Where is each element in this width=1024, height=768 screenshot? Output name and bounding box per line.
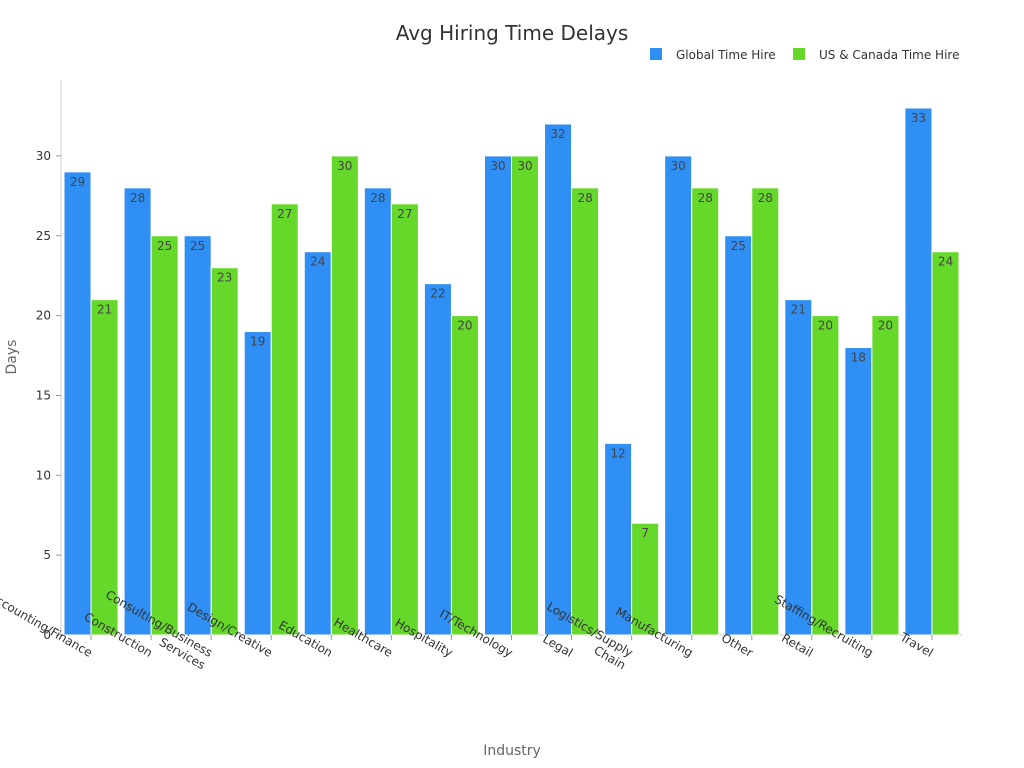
data-label-global: 30 (490, 159, 505, 173)
data-label-us-canada: 30 (517, 159, 532, 173)
bar-global (544, 123, 573, 636)
data-label-global: 18 (851, 351, 866, 365)
bar-us-canada (270, 203, 299, 636)
bar-us-canada (390, 203, 419, 636)
data-label-global: 22 (430, 287, 445, 301)
data-label-us-canada: 21 (97, 303, 112, 317)
data-label-us-canada: 20 (457, 319, 472, 333)
legend-label-us-canada: US & Canada Time Hire (819, 48, 959, 62)
y-tick-label: 25 (36, 229, 51, 243)
legend: Global Time Hire US & Canada Time Hire (650, 48, 959, 62)
bar-us-canada (150, 235, 179, 636)
data-label-global: 12 (610, 446, 625, 460)
chart-title: Avg Hiring Time Delays (396, 21, 629, 45)
legend-swatch-us-canada (793, 48, 805, 60)
x-axis-title: Industry (483, 743, 541, 759)
data-label-us-canada: 20 (818, 319, 833, 333)
data-label-global: 30 (671, 159, 686, 173)
data-label-global: 19 (250, 335, 265, 349)
data-label-us-canada: 23 (217, 271, 232, 285)
bar-global (784, 299, 813, 636)
bar-global (363, 187, 392, 636)
bar-us-canada (511, 155, 540, 636)
bar-us-canada (631, 522, 660, 636)
bar-global (604, 442, 633, 636)
bar-global (303, 251, 332, 636)
plot-area: 0510152025302921Accounting/Finance2825Co… (0, 80, 962, 672)
x-tick-label-line: Legal (540, 632, 575, 660)
legend-label-global: Global Time Hire (676, 48, 776, 62)
data-label-global: 24 (310, 255, 325, 269)
data-label-us-canada: 28 (758, 191, 773, 205)
data-label-us-canada: 20 (878, 319, 893, 333)
y-tick-label: 15 (36, 388, 51, 402)
bar-us-canada (90, 299, 119, 636)
data-label-us-canada: 27 (397, 207, 412, 221)
y-tick-label: 0 (43, 628, 51, 642)
bar-global (724, 235, 753, 636)
data-label-global: 28 (130, 191, 145, 205)
data-label-us-canada: 30 (337, 159, 352, 173)
data-label-global: 25 (190, 239, 205, 253)
x-tick-label: Legal (540, 632, 575, 660)
bar-us-canada (751, 187, 780, 636)
y-tick-label: 10 (36, 468, 51, 482)
data-label-global: 21 (791, 303, 806, 317)
bar-global (243, 331, 272, 636)
data-label-us-canada: 7 (641, 526, 649, 540)
data-label-us-canada: 28 (698, 191, 713, 205)
bar-us-canada (210, 267, 239, 636)
bar-global (904, 107, 933, 636)
bar-us-canada (450, 315, 479, 636)
data-label-us-canada: 25 (157, 239, 172, 253)
data-label-global: 29 (70, 175, 85, 189)
bar-global (63, 171, 92, 636)
y-tick-label: 20 (36, 309, 51, 323)
data-label-us-canada: 27 (277, 207, 292, 221)
bar-us-canada (931, 251, 960, 636)
legend-swatch-global (650, 48, 662, 60)
bar-us-canada (330, 155, 359, 636)
bar-global (183, 235, 212, 636)
data-label-global: 28 (370, 191, 385, 205)
bar-global (844, 347, 873, 636)
bar-global (123, 187, 152, 636)
bar-us-canada (571, 187, 600, 636)
y-tick-label: 30 (36, 149, 51, 163)
bar-global (423, 283, 452, 636)
bar-us-canada (871, 315, 900, 636)
bar-us-canada (811, 315, 840, 636)
data-label-us-canada: 28 (577, 191, 592, 205)
y-axis-title: Days (4, 340, 20, 375)
data-label-global: 33 (911, 111, 926, 125)
y-tick-label: 5 (43, 548, 51, 562)
data-label-global: 32 (550, 127, 565, 141)
data-label-us-canada: 24 (938, 255, 953, 269)
bar-us-canada (691, 187, 720, 636)
data-label-global: 25 (731, 239, 746, 253)
bar-global (664, 155, 693, 636)
bar-global (483, 155, 513, 636)
